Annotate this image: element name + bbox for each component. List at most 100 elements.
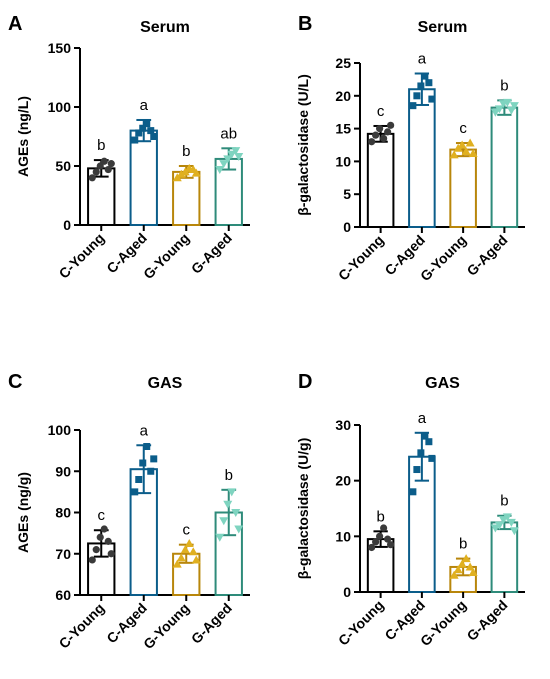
panel-letter: C <box>8 371 22 393</box>
bar-c-aged <box>408 88 436 228</box>
category-label: G-Aged <box>188 600 235 647</box>
bar-g-aged <box>490 521 519 594</box>
data-point <box>425 438 433 446</box>
y-tick-label: 90 <box>55 463 71 479</box>
significance-letter: a <box>418 410 427 427</box>
y-tick-label: 60 <box>55 587 71 603</box>
data-point <box>413 92 421 100</box>
data-point <box>490 108 500 117</box>
significance-letter: b <box>500 493 508 510</box>
data-point <box>219 517 229 526</box>
bar-g-aged <box>490 106 519 228</box>
data-point <box>135 129 143 137</box>
significance-letter: b <box>376 508 384 525</box>
data-point <box>417 449 425 457</box>
category-label: C-Young <box>56 230 108 282</box>
y-tick-label: 70 <box>55 546 71 562</box>
data-point <box>172 559 182 568</box>
data-point <box>387 541 395 549</box>
data-point <box>131 488 139 496</box>
data-point <box>227 488 237 497</box>
data-point <box>100 157 108 165</box>
data-point <box>135 476 143 483</box>
y-tick-label: 25 <box>335 55 351 71</box>
category-label: G-Aged <box>188 230 235 277</box>
data-point <box>88 556 96 564</box>
data-point <box>104 537 112 545</box>
data-point <box>215 166 225 175</box>
bar-c-young <box>366 132 395 229</box>
category-label: G-Young <box>140 230 192 282</box>
data-point <box>107 160 115 168</box>
data-point <box>107 550 115 558</box>
data-point <box>88 174 96 182</box>
data-point <box>421 432 429 440</box>
chart-panel-d: D GAS β-galactosidase (U/g) 0 10 20 30 b C-Young… <box>295 371 525 649</box>
panel-letter: D <box>298 371 312 393</box>
y-axis-label: AGEs (ng/g) <box>15 472 31 553</box>
data-point <box>457 559 467 568</box>
category-label: C-Young <box>335 232 387 284</box>
significance-letter: b <box>182 143 190 160</box>
data-point <box>215 533 225 542</box>
significance-letter: a <box>140 422 149 439</box>
data-point <box>372 538 380 546</box>
y-tick-label: 100 <box>48 422 72 438</box>
significance-letter: c <box>377 103 385 120</box>
data-point <box>180 545 190 554</box>
significance-letter: b <box>459 536 467 553</box>
data-point <box>223 155 233 164</box>
chart-title: Serum <box>140 19 190 36</box>
data-point <box>376 125 384 133</box>
data-point <box>494 105 504 114</box>
data-point <box>509 102 519 111</box>
data-point <box>509 527 519 536</box>
y-tick-label: 80 <box>55 505 71 521</box>
data-point <box>409 488 417 496</box>
data-point <box>368 138 376 146</box>
data-point <box>92 546 100 554</box>
data-point <box>191 555 201 564</box>
significance-letter: c <box>459 120 467 137</box>
data-point <box>468 568 478 577</box>
significance-letter: a <box>140 97 149 114</box>
data-point <box>453 565 463 574</box>
data-point <box>100 525 108 533</box>
data-point <box>96 162 104 170</box>
y-tick-label: 50 <box>55 158 71 174</box>
data-point <box>380 524 388 532</box>
data-point <box>231 147 241 156</box>
data-point <box>502 98 512 107</box>
data-point <box>223 500 233 509</box>
significance-letter: c <box>98 507 106 524</box>
y-tick-label: 10 <box>335 153 351 169</box>
chart-title: GAS <box>425 375 460 392</box>
data-point <box>421 72 429 80</box>
bar-g-young <box>449 148 477 228</box>
data-point <box>176 169 186 178</box>
data-point <box>428 95 436 103</box>
data-point <box>384 128 392 136</box>
data-point <box>384 535 392 543</box>
data-point <box>425 79 433 87</box>
significance-letter: b <box>225 467 233 484</box>
significance-letter: b <box>97 137 105 154</box>
y-axis-label: β-galactosidase (U/g) <box>295 438 311 580</box>
data-point <box>176 553 186 562</box>
data-point <box>413 466 421 474</box>
data-point <box>417 82 425 90</box>
data-point <box>409 102 417 110</box>
data-point <box>234 153 244 162</box>
data-point <box>231 509 241 517</box>
significance-letter: ab <box>220 125 237 142</box>
data-point <box>131 136 139 144</box>
y-tick-label: 30 <box>335 417 351 433</box>
data-point <box>139 459 147 467</box>
y-axis-label: β-galactosidase (U/L) <box>295 74 311 216</box>
data-point <box>219 160 229 169</box>
data-point <box>376 532 384 540</box>
data-point <box>465 562 475 571</box>
data-point <box>457 140 467 149</box>
